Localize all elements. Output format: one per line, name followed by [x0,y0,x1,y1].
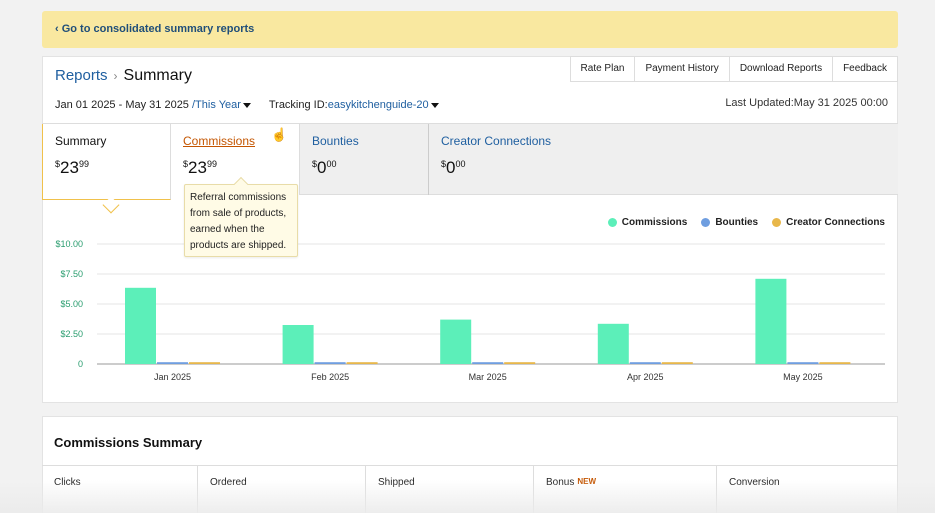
breadcrumb: Reports › Summary [55,67,192,85]
bar-creator-connections[interactable] [661,362,693,364]
earnings-tabs: Summary $2399 Commissions $2399 Bounties… [42,123,898,200]
y-tick-label: $5.00 [60,299,83,309]
legend-creator-connections-label: Creator Connections [786,217,885,228]
hand-cursor-icon: ☝ [271,127,288,142]
bar-commissions[interactable] [755,278,787,364]
y-tick-label: $7.50 [60,269,83,279]
commissions-summary-row: Clicks Ordered Shipped Bonus NEW Conversi… [42,465,898,513]
consolidated-banner: ‹ Go to consolidated summary reports [42,11,898,48]
tab-creator-connections-amount: $000 [441,158,466,177]
rate-plan-button[interactable]: Rate Plan [569,56,636,82]
feedback-button[interactable]: Feedback [833,56,898,82]
chart-legend: Commissions Bounties Creator Connections [607,217,885,228]
bar-commissions[interactable] [440,319,472,364]
chevron-down-icon [430,102,439,108]
tab-creator-connections[interactable]: Creator Connections $000 [429,124,629,195]
summary-col-conversion: Conversion [729,477,780,488]
download-reports-button[interactable]: Download Reports [729,56,834,82]
earnings-bar-chart: 0 $2.50 $5.00 $7.50 $10.00 Jan 2025 Feb 2025 Ma… [55,239,885,382]
legend-creator-connections-swatch [772,218,782,227]
y-tick-label: $2.50 [60,329,83,339]
x-tick-label: May 2025 [783,372,823,382]
tracking-label: Tracking ID: [268,99,328,111]
breadcrumb-separator: › [113,69,118,83]
legend-commissions-swatch [607,218,617,227]
tab-summary-amount: $2399 [55,158,89,177]
bar-bounties[interactable] [629,362,661,364]
bar-bounties[interactable] [472,362,504,364]
last-updated: Last Updated:May 31 2025 00:00 [725,97,888,109]
page-title: Summary [123,67,192,84]
bar-creator-connections[interactable] [346,362,378,364]
tracking-id-dropdown[interactable]: Tracking ID:easykitchenguide-20 [269,99,439,111]
bar-bounties[interactable] [314,362,346,364]
commissions-summary-title: Commissions Summary [54,435,203,450]
bar-creator-connections[interactable] [504,362,536,364]
y-tick-label: $10.00 [55,239,83,249]
bar-commissions[interactable] [125,287,156,364]
x-tick-label: Mar 2025 [469,372,507,382]
tab-creator-connections-label: Creator Connections [441,134,552,148]
summary-col-shipped: Shipped [366,466,534,513]
legend-bounties[interactable]: Bounties [701,217,758,228]
legend-bounties-label: Bounties [715,217,759,228]
payment-history-button[interactable]: Payment History [635,56,730,82]
summary-col-ordered: Ordered [198,466,366,513]
tracking-id-value: easykitchenguide-20 [327,99,429,111]
consolidated-summary-link[interactable]: ‹ Go to consolidated summary reports [55,23,255,35]
legend-creator-connections[interactable]: Creator Connections [772,217,885,228]
period-dropdown[interactable]: /This Year [192,99,251,111]
commissions-summary-card: Commissions Summary Clicks Ordered Shipp… [42,416,898,513]
new-badge: NEW [577,477,597,486]
tab-commissions-amount: $2399 [183,158,217,177]
bar-bounties[interactable] [157,362,188,364]
bar-creator-connections[interactable] [189,362,220,364]
bar-creator-connections[interactable] [819,362,851,364]
top-button-group: Rate Plan Payment History Download Repor… [569,56,898,82]
bar-commissions[interactable] [597,323,629,364]
tab-bounties[interactable]: Bounties $000 [300,124,429,195]
chevron-down-icon [242,102,251,108]
bar-commissions[interactable] [282,325,314,364]
summary-col-clicks: Clicks [42,466,198,513]
summary-col-bonus: Bonus NEW [534,466,717,513]
y-tick-label: 0 [78,359,83,369]
tab-summary[interactable]: Summary $2399 [42,124,171,200]
legend-commissions[interactable]: Commissions [607,217,688,228]
tab-bounties-amount: $000 [312,158,337,177]
period-label: /This Year [192,99,241,111]
x-tick-label: Apr 2025 [627,372,664,382]
commissions-tooltip: Referral commissions from sale of produc… [184,184,298,257]
tab-commissions-label: Commissions [183,134,256,148]
filter-bar: Jan 01 2025 - May 31 2025 /This Year Tra… [55,99,439,111]
date-range: Jan 01 2025 - May 31 2025 [55,99,189,111]
bar-bounties[interactable] [787,362,819,364]
legend-commissions-label: Commissions [621,217,688,228]
legend-bounties-swatch [701,218,711,227]
summary-card: Reports › Summary Rate Plan Payment Histor… [42,56,898,403]
tab-summary-label: Summary [55,134,107,148]
x-tick-label: Jan 2025 [154,372,191,382]
x-tick-label: Feb 2025 [311,372,349,382]
tab-bounties-label: Bounties [312,134,359,148]
breadcrumb-reports-link[interactable]: Reports [55,67,108,84]
